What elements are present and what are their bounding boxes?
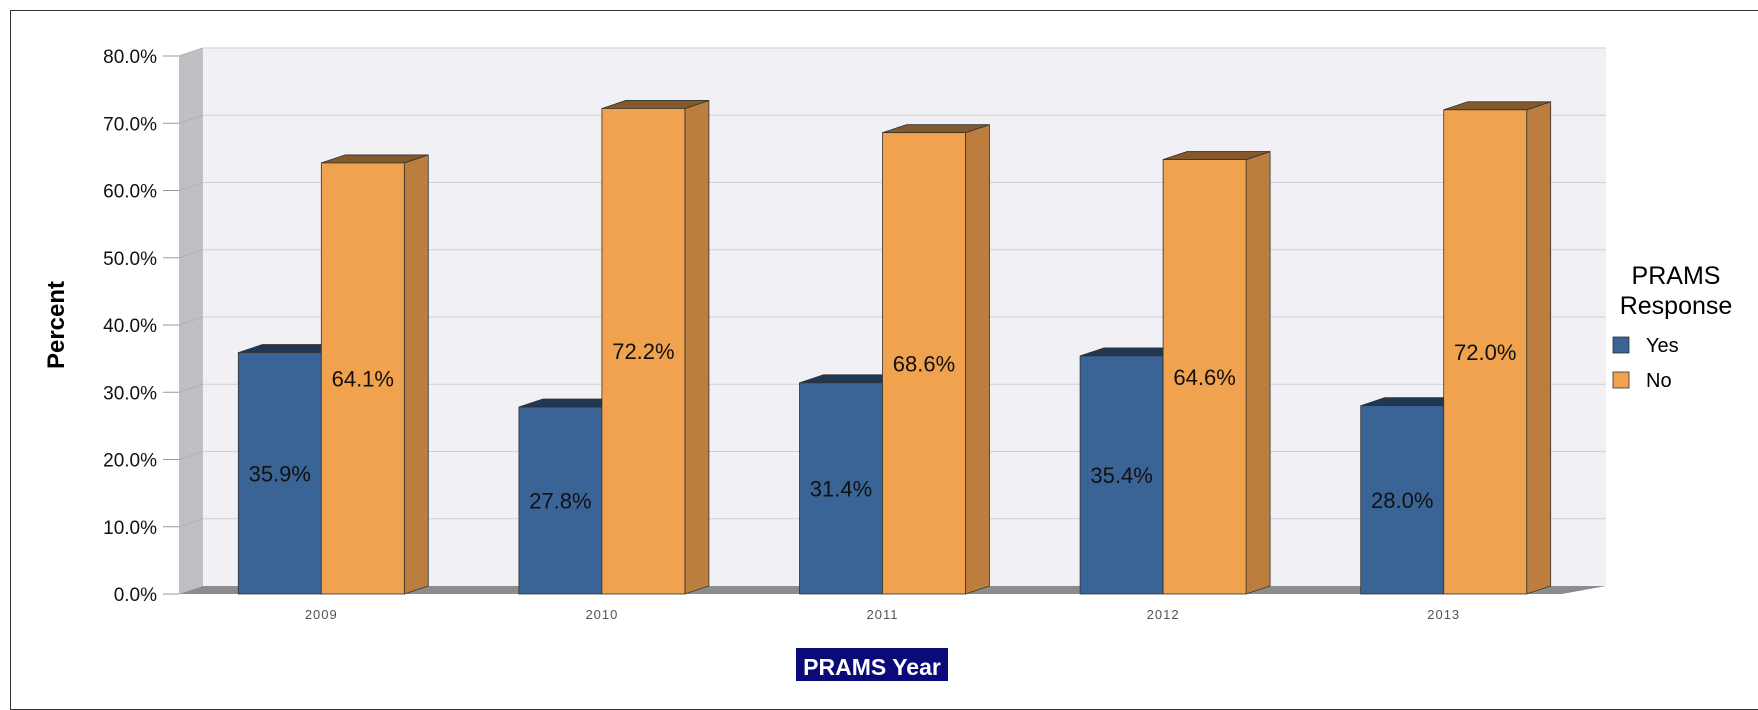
bar-front <box>237 352 322 595</box>
y-axis-title: Percent <box>43 281 70 369</box>
x-tick-label: 2009 <box>305 607 338 622</box>
bar-no-2011 <box>882 124 990 595</box>
y-tick-label: 30.0% <box>103 383 157 404</box>
data-label: 35.4% <box>1090 463 1152 488</box>
x-tick-label: 2013 <box>1427 607 1460 622</box>
gridline-side <box>178 47 204 57</box>
x-axis-title-background <box>796 648 948 681</box>
x-axis-title: PRAMS Year <box>803 654 941 680</box>
bar-front <box>320 162 405 595</box>
bar-front <box>1443 109 1528 595</box>
bar-side <box>1526 101 1552 595</box>
bar-front <box>1360 405 1445 595</box>
bar-front <box>1162 159 1247 595</box>
y-tick-label: 80.0% <box>103 47 157 68</box>
gridline-side <box>178 316 204 326</box>
bar-side <box>1245 151 1271 595</box>
gridline-side <box>178 249 204 259</box>
data-label: 31.4% <box>810 476 872 501</box>
y-tick-label: 60.0% <box>103 182 157 203</box>
legend-label-yes: Yes <box>1646 335 1679 357</box>
data-label: 68.6% <box>893 351 955 376</box>
x-tick-label: 2012 <box>1147 607 1180 622</box>
bar-side <box>684 99 710 595</box>
gridline-side <box>178 383 204 393</box>
legend-swatch-no <box>1612 371 1630 389</box>
bars <box>237 99 1552 595</box>
bar-no-2009 <box>320 154 429 595</box>
bar-no-2013 <box>1443 101 1552 595</box>
bar-front <box>1079 355 1164 595</box>
y-tick-label: 50.0% <box>103 249 157 270</box>
gridline-side <box>178 182 204 191</box>
legend-title-line-2: Response <box>1620 292 1733 320</box>
bar-no-2012 <box>1162 151 1271 595</box>
data-label: 72.0% <box>1454 340 1516 365</box>
x-axis: 2009 2010 2011 2012 2013 <box>305 607 1460 622</box>
legend-swatch-yes <box>1612 336 1630 354</box>
gridline-side <box>178 114 204 124</box>
legend: PRAMS Response Yes No <box>1612 262 1733 392</box>
y-axis: 0.0% 10.0% 20.0% 30.0% 40.0% 50.0% 60.0% 70.0% 8… <box>103 47 179 606</box>
x-tick-label: 2011 <box>867 607 899 622</box>
bar-no-2010 <box>601 99 710 595</box>
bar-side <box>965 124 990 595</box>
y-tick-label: 70.0% <box>103 114 157 135</box>
bar-chart: 0.0% 10.0% 20.0% 30.0% 40.0% 50.0% 60.0% 70.0% 8… <box>43 47 1733 681</box>
gridline-side <box>178 451 204 460</box>
data-label: 28.0% <box>1371 488 1433 513</box>
y-tick-label: 20.0% <box>103 451 157 472</box>
data-label: 72.2% <box>612 339 674 364</box>
data-label: 64.6% <box>1173 365 1235 390</box>
bar-front <box>518 406 603 595</box>
data-label: 27.8% <box>529 489 591 514</box>
legend-title-line-1: PRAMS <box>1632 262 1721 290</box>
data-label: 35.9% <box>249 461 311 486</box>
data-labels: 35.9% 64.1% 27.8% 72.2% 31.4% 68.6% 35.4% 64.6%… <box>249 339 1517 513</box>
legend-label-no: No <box>1646 370 1672 392</box>
data-label: 64.1% <box>332 366 394 391</box>
bar-side <box>403 154 429 595</box>
gridline-side <box>178 518 204 528</box>
y-tick-label: 0.0% <box>114 585 157 606</box>
bar-front <box>882 132 966 595</box>
y-tick-label: 10.0% <box>103 518 157 539</box>
x-tick-label: 2010 <box>585 607 618 622</box>
bar-front <box>601 108 686 595</box>
y-tick-label: 40.0% <box>103 316 157 337</box>
bar-front <box>799 382 883 595</box>
